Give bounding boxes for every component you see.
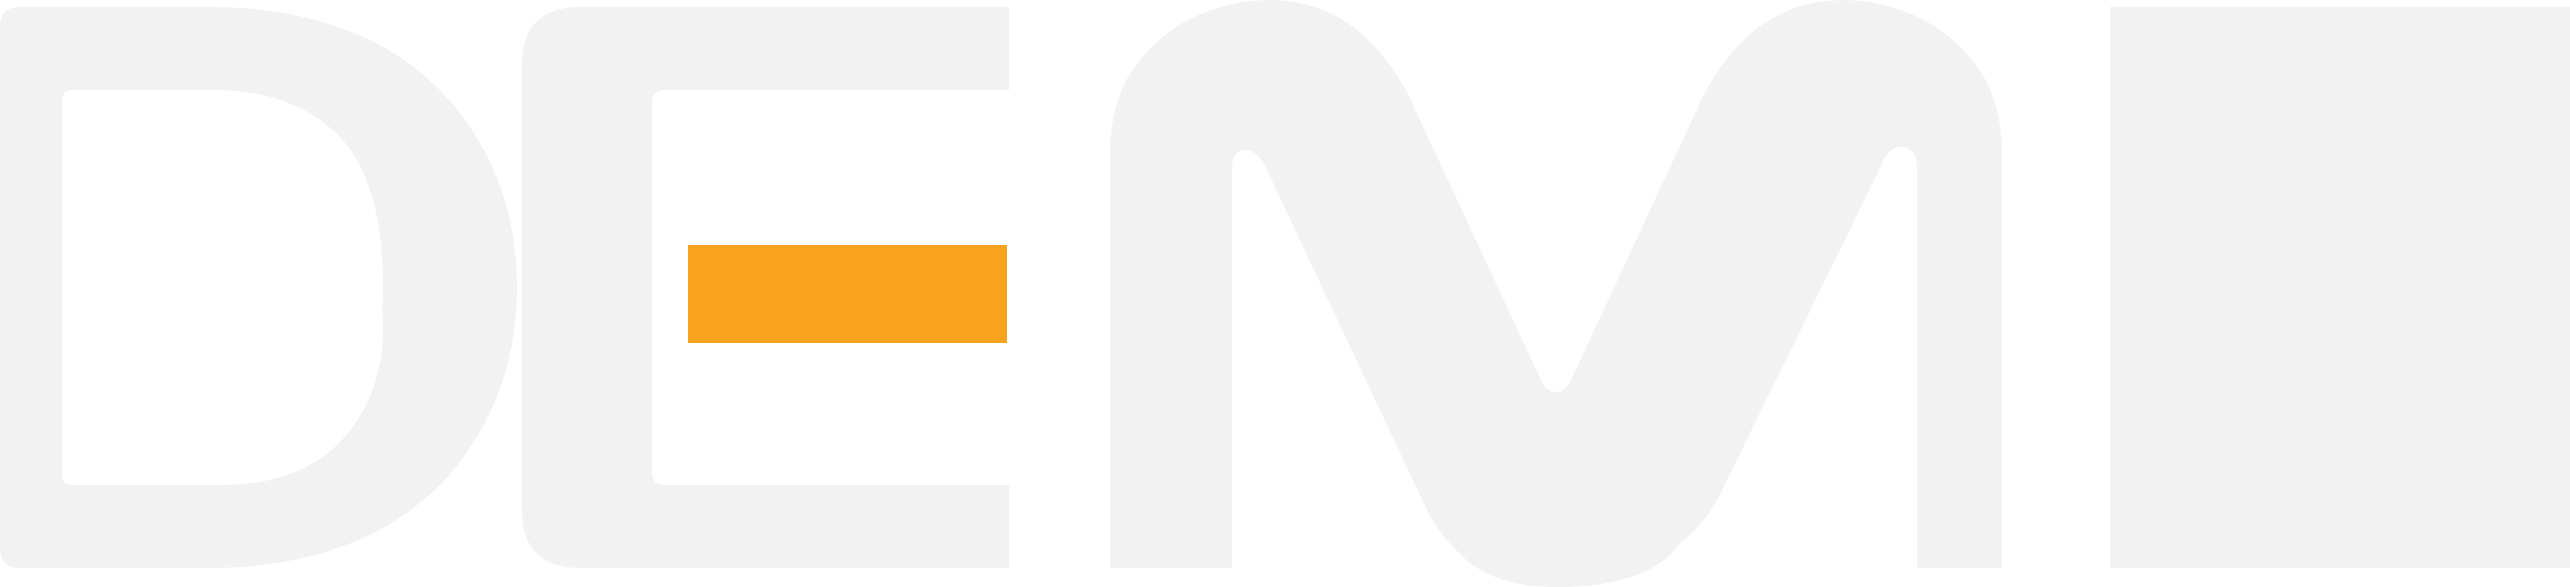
logo-letter-d <box>0 7 517 568</box>
logo-letter-i <box>2110 7 2570 568</box>
logo-letter-m <box>1110 0 2002 587</box>
logo-letter-e-middle-bar <box>688 245 1007 343</box>
logo-letter-e <box>522 7 1009 568</box>
logo-letter-d-counter <box>62 90 383 485</box>
